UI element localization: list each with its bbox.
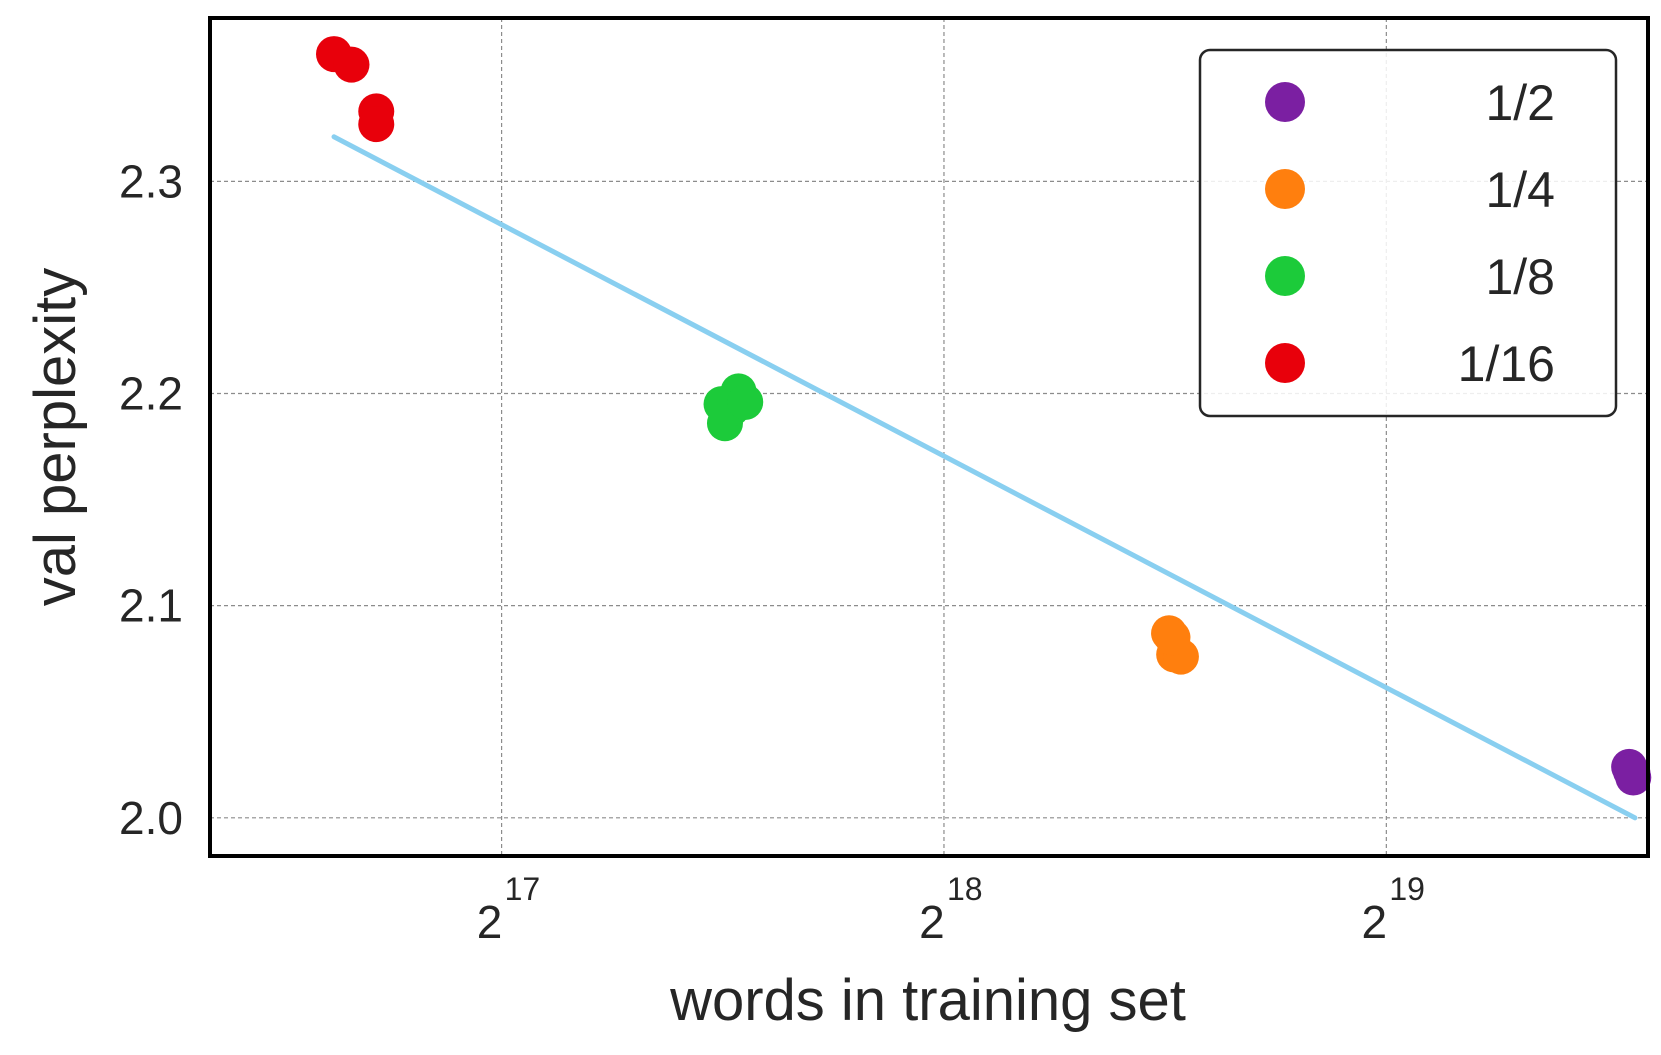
y-axis-label: val perplexity xyxy=(23,268,88,606)
y-tick-labels: 2.0 2.1 2.2 2.3 xyxy=(119,155,183,843)
trend-line-group xyxy=(331,134,1638,821)
legend-label: 1/4 xyxy=(1485,162,1555,218)
legend-label: 1/16 xyxy=(1458,336,1555,392)
x-tick-exponent: 17 xyxy=(505,871,541,907)
legend-marker xyxy=(1265,169,1305,209)
data-point xyxy=(1154,619,1191,656)
y-tick-label: 2.2 xyxy=(119,368,183,420)
x-tick-label: 219 xyxy=(1362,871,1425,948)
legend-marker xyxy=(1265,343,1305,383)
x-tick-exponent: 19 xyxy=(1389,871,1425,907)
data-point xyxy=(358,106,395,143)
x-tick-base: 2 xyxy=(477,896,503,948)
legend-marker xyxy=(1265,82,1305,122)
y-tick-label: 2.1 xyxy=(119,580,183,632)
legend-label: 1/2 xyxy=(1485,75,1555,131)
x-tick-exponent: 18 xyxy=(947,871,983,907)
plot-frame xyxy=(208,16,1650,858)
legend: 1/2 1/4 1/8 1/16 xyxy=(1198,48,1618,418)
legend-label: 1/8 xyxy=(1485,249,1555,305)
x-tick-label: 218 xyxy=(919,871,982,948)
legend-marker xyxy=(1265,256,1305,296)
data-point xyxy=(727,383,764,420)
data-point xyxy=(333,46,370,83)
trend-line xyxy=(331,134,1638,821)
scatter-points xyxy=(316,36,1652,796)
x-tick-label: 217 xyxy=(477,871,540,948)
x-axis-label: words in training set xyxy=(669,968,1186,1033)
x-tick-base: 2 xyxy=(919,896,945,948)
y-tick-label: 2.3 xyxy=(119,155,183,207)
legend-box xyxy=(1198,48,1618,418)
y-tick-label: 2.0 xyxy=(119,792,183,844)
x-tick-base: 2 xyxy=(1362,896,1388,948)
data-point xyxy=(1614,755,1651,792)
